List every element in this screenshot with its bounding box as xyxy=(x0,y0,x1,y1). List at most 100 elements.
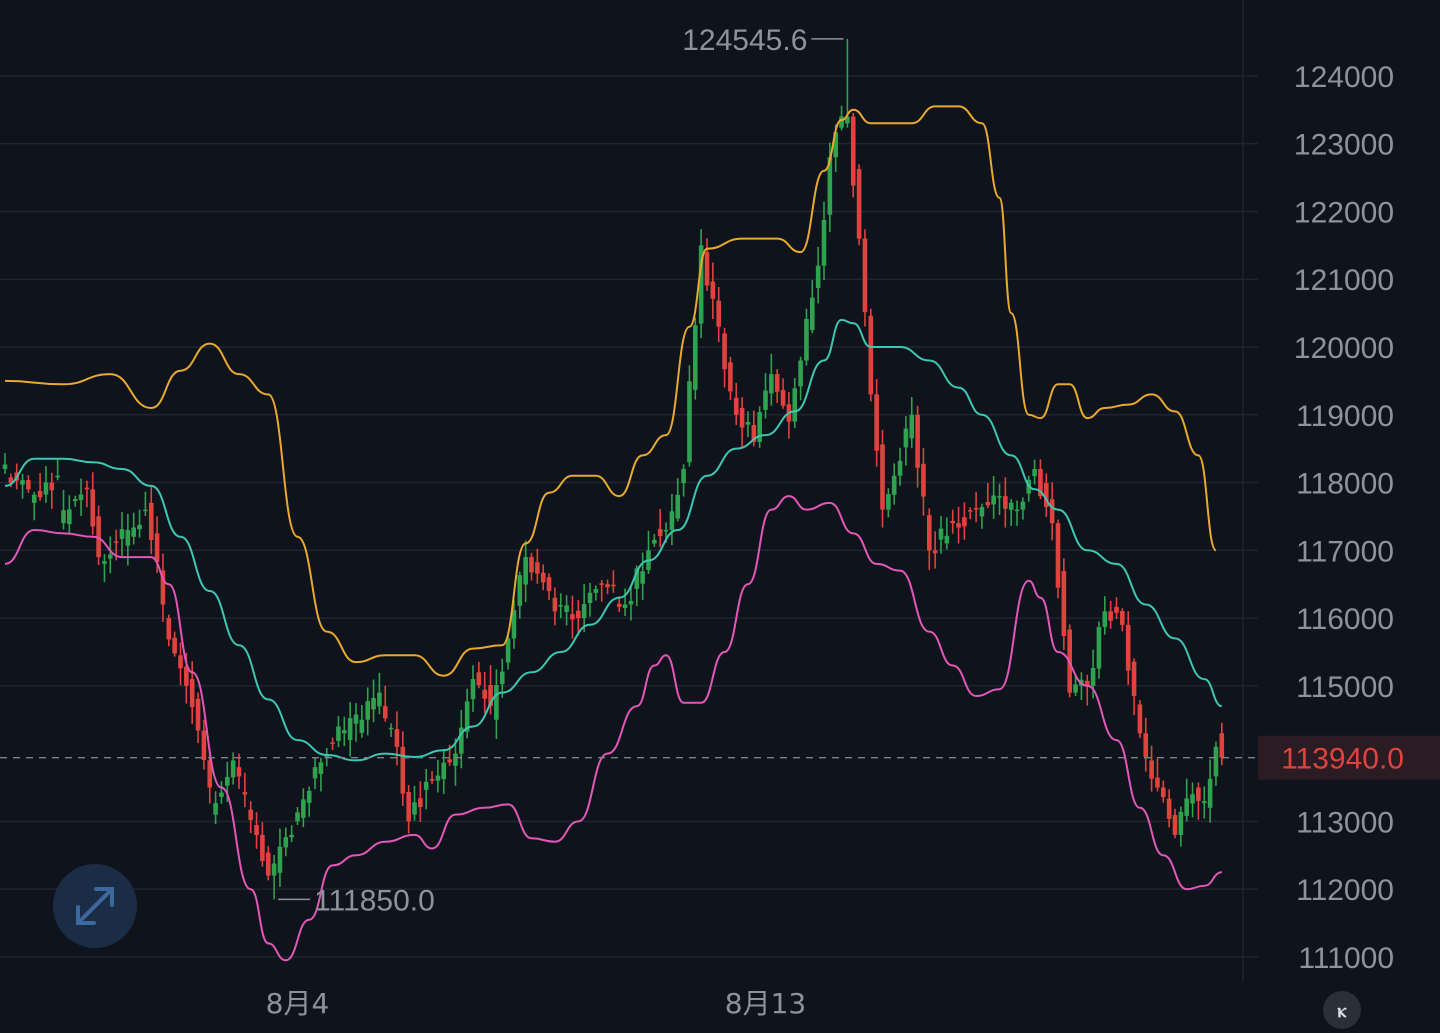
candle-down xyxy=(616,603,622,607)
candle-up xyxy=(289,834,294,838)
candle-up xyxy=(494,685,499,720)
candle-up xyxy=(839,116,844,128)
candle-down xyxy=(1003,496,1008,509)
candle-up xyxy=(1207,778,1213,808)
y-tick-label: 122000 xyxy=(1294,196,1394,229)
candle-up xyxy=(698,245,704,324)
candle-up xyxy=(897,460,903,476)
candle-up xyxy=(804,318,809,361)
candle-down xyxy=(850,116,856,186)
candle-down xyxy=(605,584,610,588)
candle-up xyxy=(845,116,850,124)
candle-up xyxy=(652,539,657,544)
candle-down xyxy=(482,689,487,699)
candle-up xyxy=(886,494,891,510)
candle-up xyxy=(143,509,148,512)
candle-up xyxy=(558,605,564,607)
candle-up xyxy=(821,220,827,266)
candle-up xyxy=(371,698,376,710)
candle-down xyxy=(722,333,727,370)
k-logo-icon[interactable]: ⲕ xyxy=(1323,991,1361,1029)
candle-down xyxy=(856,169,862,239)
y-tick-label: 112000 xyxy=(1296,874,1394,907)
last-price-label: 113940.0 xyxy=(1281,743,1404,776)
candle-down xyxy=(1161,787,1166,798)
candle-down xyxy=(921,463,926,497)
candle-up xyxy=(78,494,84,500)
candle-down xyxy=(400,746,406,794)
candle-down xyxy=(611,584,616,587)
fullscreen-button[interactable] xyxy=(53,864,137,948)
candle-up xyxy=(20,480,25,485)
candle-down xyxy=(540,572,546,583)
candle-up xyxy=(523,557,528,585)
candle-down xyxy=(1055,523,1061,588)
candle-down xyxy=(418,798,423,808)
price-axis[interactable]: 124000 123000 122000 121000 120000 119000 1180… xyxy=(1294,61,1394,975)
candle-down xyxy=(1084,680,1090,686)
candle-up xyxy=(979,506,985,517)
candle-up xyxy=(453,753,458,766)
candle-up xyxy=(628,600,634,605)
candle-down xyxy=(1125,624,1131,671)
candle-down xyxy=(260,834,265,861)
candle-down xyxy=(254,825,259,835)
candle-down xyxy=(973,507,979,510)
lower-band-line xyxy=(4,495,1222,962)
candle-down xyxy=(932,550,938,554)
candle-down xyxy=(552,597,558,612)
time-axis[interactable]: 8月4 8月13 xyxy=(266,987,807,1020)
candle-up xyxy=(517,575,523,606)
candle-down xyxy=(599,583,604,585)
candle-down xyxy=(1219,733,1225,758)
candle-up xyxy=(306,790,312,803)
candle-up xyxy=(353,714,359,724)
candle-up xyxy=(663,529,669,532)
candle-up xyxy=(622,604,628,608)
candle-up xyxy=(43,482,49,495)
candle-down xyxy=(1166,798,1172,819)
candle-down xyxy=(915,414,920,468)
candle-down xyxy=(84,487,90,490)
candle-down xyxy=(447,759,452,763)
candle-down xyxy=(546,577,552,591)
candle-up xyxy=(1020,501,1026,510)
candle-up xyxy=(769,374,774,394)
candle-down xyxy=(1149,760,1154,779)
last-price-box xyxy=(1258,735,1440,780)
candle-up xyxy=(991,495,996,505)
candle-up xyxy=(798,360,803,387)
bollinger-bands xyxy=(4,105,1223,962)
candle-up xyxy=(102,561,107,564)
candle-down xyxy=(476,672,482,686)
y-tick-label: 124000 xyxy=(1294,61,1394,94)
candle-down xyxy=(236,767,242,777)
candle-up xyxy=(125,529,131,546)
candle-up xyxy=(499,671,505,685)
high-price-label: 124545.6 xyxy=(682,24,807,57)
gridlines xyxy=(0,75,1258,958)
candle-down xyxy=(148,502,154,540)
candle-down xyxy=(90,489,96,527)
candle-down xyxy=(862,238,868,313)
candle-down xyxy=(195,698,201,731)
candle-up xyxy=(833,132,838,158)
candle-up xyxy=(587,592,593,604)
candle-up xyxy=(1014,509,1020,512)
candle-up xyxy=(347,718,353,740)
candle-up xyxy=(1073,684,1078,693)
candle-down xyxy=(154,533,160,563)
candle-down xyxy=(1044,483,1049,508)
candle-down xyxy=(8,477,14,483)
candle-up xyxy=(359,719,365,733)
candle-down xyxy=(716,300,721,327)
candle-down xyxy=(927,515,932,551)
candle-up xyxy=(1032,468,1037,477)
candle-down xyxy=(1155,777,1160,788)
y-tick-label: 116000 xyxy=(1296,603,1394,636)
candle-up xyxy=(459,727,464,754)
candle-down xyxy=(184,666,189,686)
candle-down xyxy=(207,760,213,788)
candle-down xyxy=(1049,499,1055,524)
candle-down xyxy=(1137,704,1143,734)
